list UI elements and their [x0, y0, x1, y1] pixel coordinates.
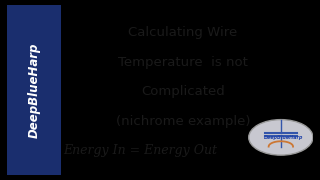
- Text: Complicated: Complicated: [141, 85, 225, 98]
- Text: (nichrome example): (nichrome example): [116, 115, 250, 128]
- Text: Calculating Wire: Calculating Wire: [128, 26, 237, 39]
- Text: Temperature  is not: Temperature is not: [118, 56, 248, 69]
- Bar: [7, 5, 60, 175]
- Text: DeepBlueHarp: DeepBlueHarp: [27, 42, 40, 138]
- Circle shape: [249, 120, 313, 155]
- Text: Energy In = Energy Out: Energy In = Energy Out: [63, 144, 217, 158]
- Text: DeepBlueHarp: DeepBlueHarp: [264, 134, 304, 140]
